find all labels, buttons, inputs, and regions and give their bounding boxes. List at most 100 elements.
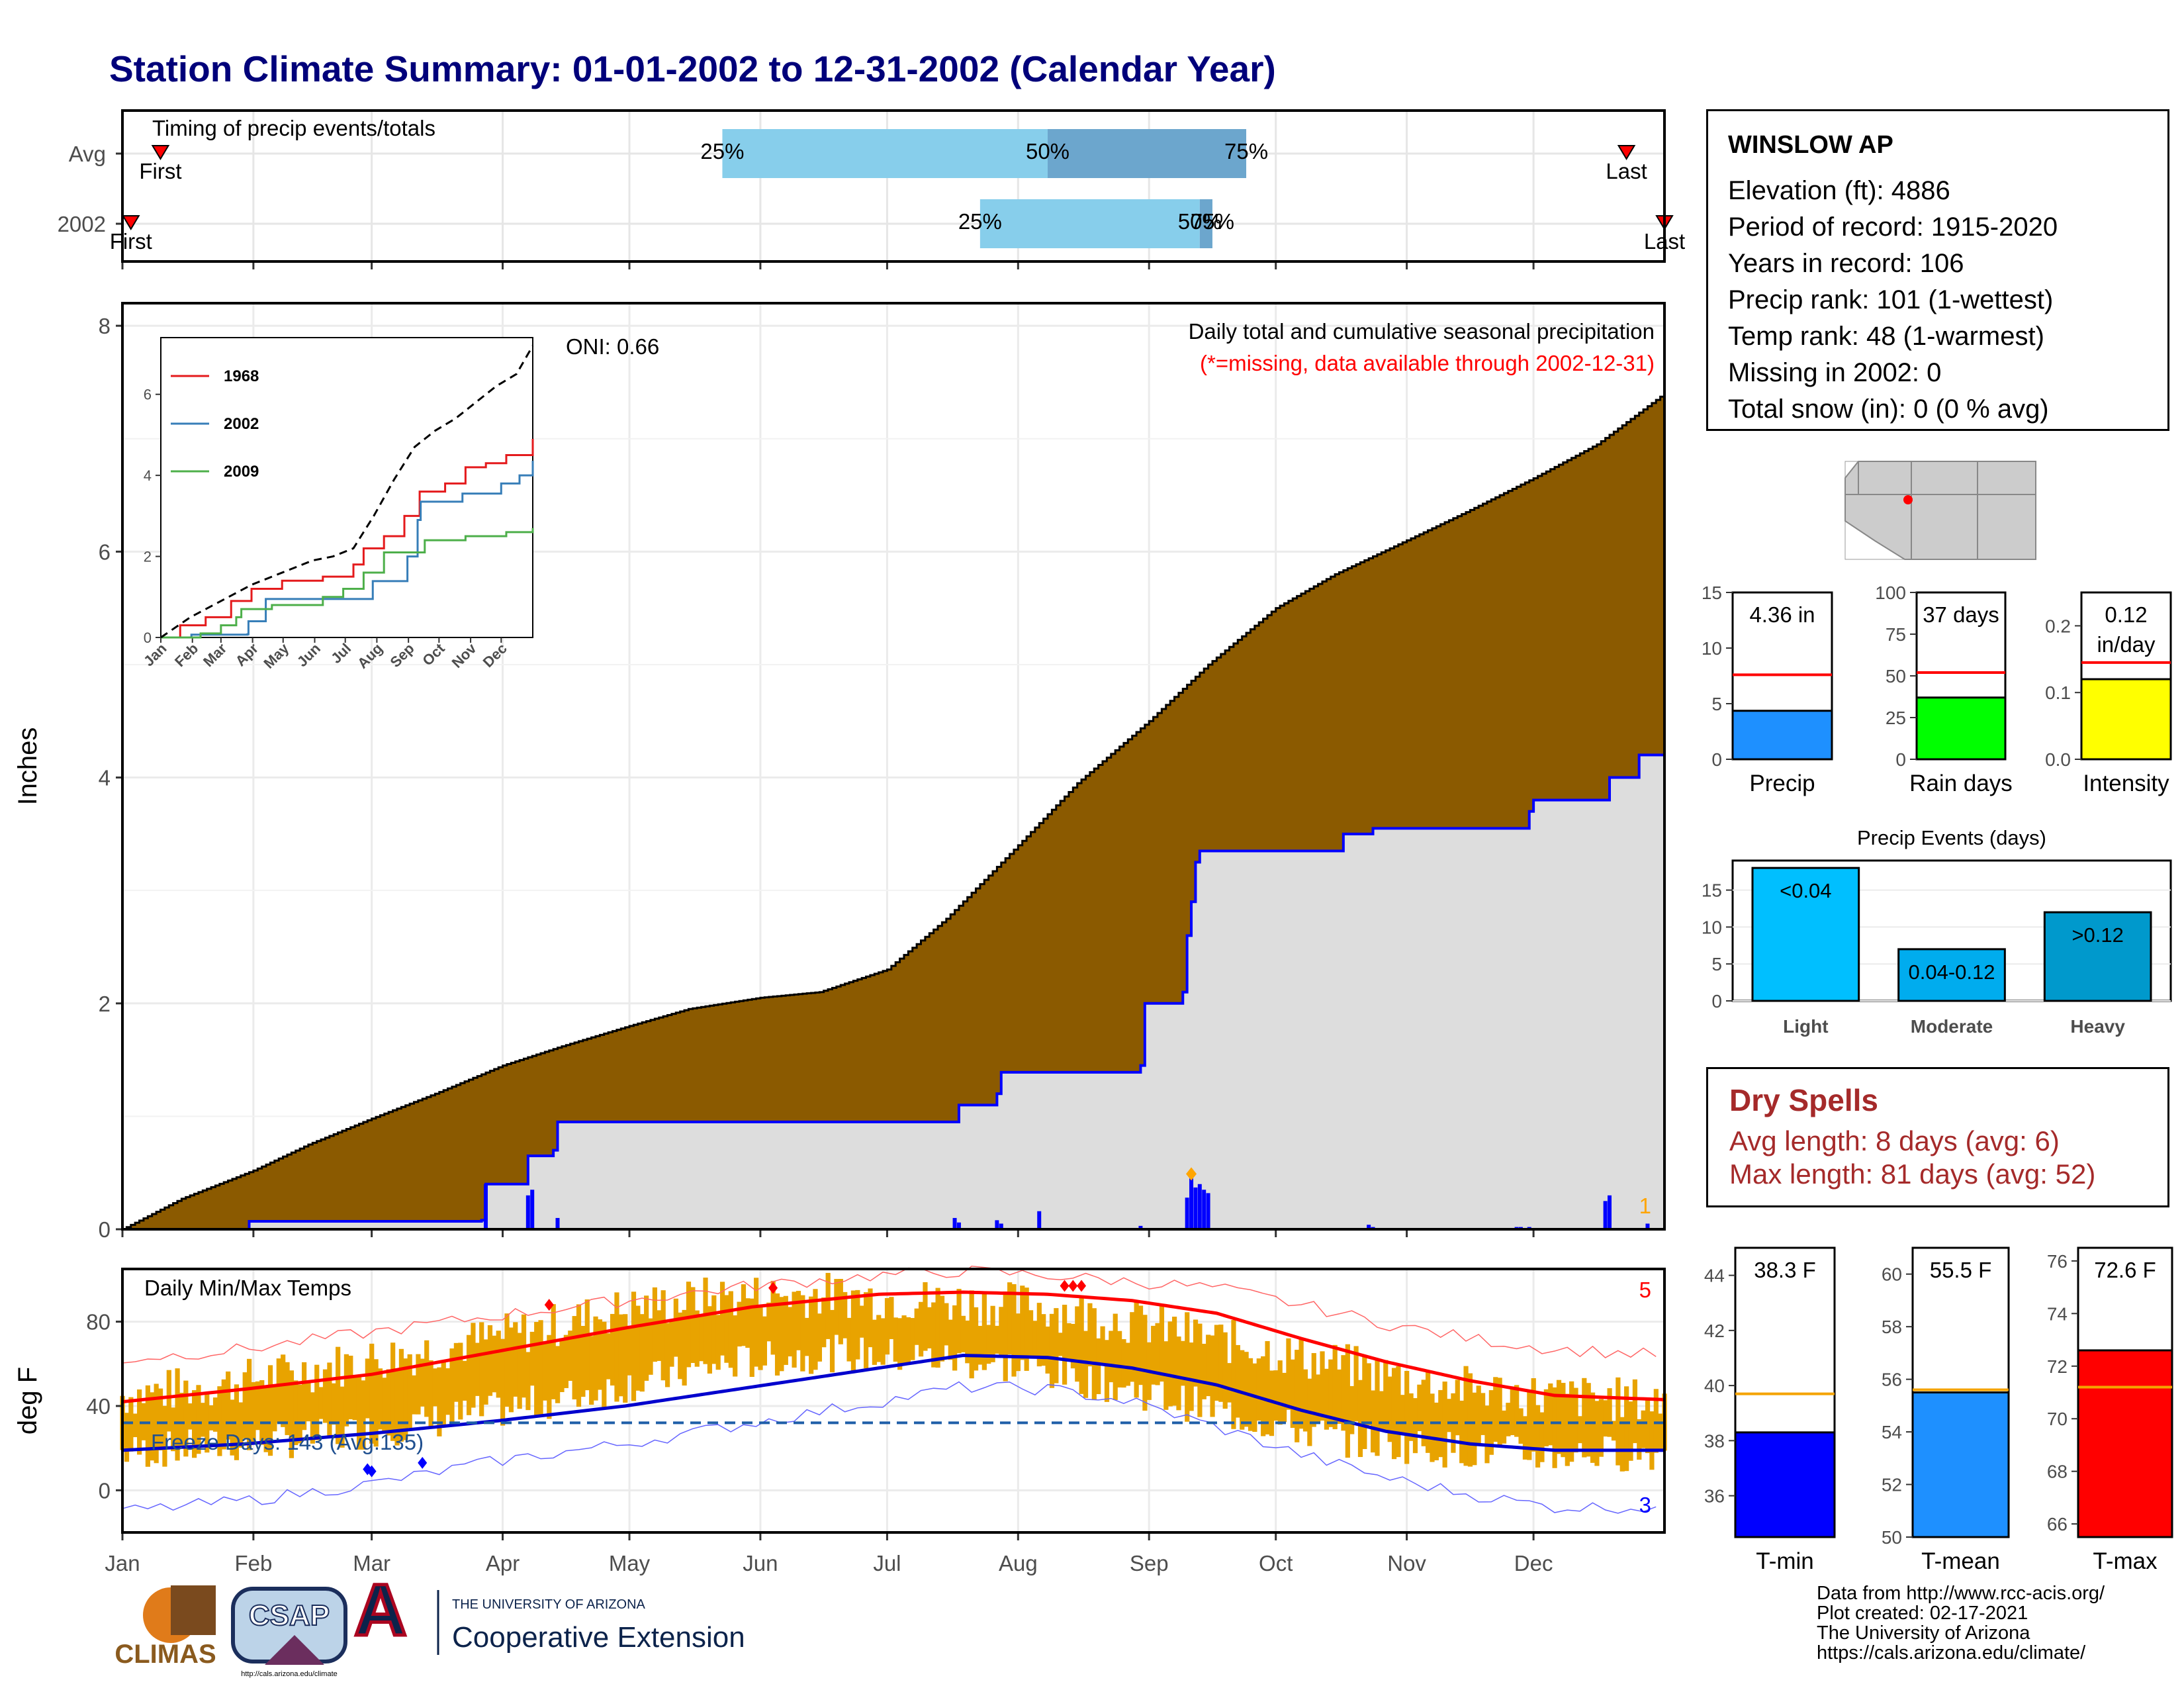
- daily-temp-bar: [1510, 1386, 1515, 1436]
- daily-temp-bar: [1336, 1369, 1342, 1424]
- daily-precip-bar: [1367, 1225, 1371, 1229]
- daily-temp-bar: [348, 1355, 353, 1420]
- daily-temp-bar: [420, 1358, 425, 1407]
- daily-temp-bar: [580, 1326, 586, 1397]
- station-precip-rank: Precip rank: 101 (1-wettest): [1728, 285, 2054, 314]
- heavy-event-marker: [1186, 1167, 1197, 1181]
- month-label: Sep: [1130, 1551, 1169, 1575]
- daily-temp-bar: [880, 1318, 886, 1365]
- daily-temp-bar: [1121, 1339, 1126, 1388]
- daily-precip-bar: [530, 1190, 535, 1229]
- timing-row-label: Avg: [69, 142, 106, 166]
- summary-rain-days-value-label: 37 days: [1923, 602, 1999, 627]
- daily-temp-bar: [1404, 1370, 1410, 1464]
- daily-temp-bar: [1201, 1343, 1206, 1399]
- daily-temp-bar: [1281, 1372, 1287, 1423]
- daily-temp-bar: [1594, 1401, 1600, 1466]
- daily-temp-bar: [1240, 1350, 1245, 1430]
- daily-temp-bar: [137, 1389, 142, 1455]
- credit-url: https://cals.arizona.edu/climate/: [1817, 1642, 2086, 1664]
- daily-temp-bar: [150, 1392, 155, 1461]
- daily-temp-bar: [741, 1284, 747, 1346]
- daily-temp-bar: [1459, 1400, 1465, 1464]
- daily-temp-bar: [1109, 1331, 1114, 1383]
- daily-temp-bar: [1070, 1323, 1076, 1369]
- summary-rain-days-axis-label: Rain days: [1909, 771, 2013, 796]
- daily-temp-bar: [1577, 1416, 1583, 1444]
- daily-temp-bar: [171, 1407, 176, 1452]
- temp-summary-t-min-bar: [1734, 1431, 1836, 1538]
- daily-temp-bar: [242, 1372, 248, 1438]
- daily-temp-bar: [834, 1279, 839, 1335]
- summary-intensity-y-tick-label: 0.0: [2045, 749, 2071, 770]
- record-low-marker: [367, 1465, 377, 1477]
- daily-temp-bar: [1316, 1374, 1321, 1423]
- inset-legend-label: 1968: [224, 367, 259, 385]
- daily-temp-bar: [792, 1291, 797, 1368]
- daily-temp-bar: [1476, 1385, 1481, 1446]
- daily-temp-bar: [1573, 1387, 1578, 1453]
- daily-temp-bar: [868, 1288, 873, 1348]
- daily-temp-bar: [724, 1295, 729, 1363]
- summary-intensity-y-tick-label: 0.2: [2045, 616, 2071, 636]
- station-period: Period of record: 1915-2020: [1728, 212, 2058, 242]
- daily-temp-bar: [593, 1316, 598, 1401]
- daily-temp-bar: [352, 1375, 357, 1421]
- locator-map-region: [1844, 461, 2036, 560]
- daily-temp-bar: [1539, 1412, 1545, 1462]
- daily-temp-bar: [703, 1278, 708, 1364]
- daily-temp-bar: [200, 1403, 205, 1437]
- inset-series-line: [161, 461, 534, 639]
- daily-temp-bar: [471, 1323, 476, 1408]
- daily-temp-bar: [475, 1342, 480, 1396]
- summary-intensity-axis-label: Intensity: [2083, 771, 2169, 796]
- timing-pct-label: 50%: [1178, 209, 1222, 234]
- summary-rain-days-y-tick-label: 100: [1875, 583, 1906, 603]
- daily-temp-bar: [1421, 1380, 1426, 1446]
- daily-temp-bar: [529, 1331, 535, 1386]
- daily-temp-bar: [162, 1405, 167, 1467]
- daily-temp-bar: [733, 1315, 738, 1377]
- daily-temp-bar: [1366, 1363, 1371, 1426]
- daily-temp-bar: [1619, 1417, 1625, 1472]
- daily-temp-bar: [1273, 1370, 1279, 1421]
- timing-title: Timing of precip events/totals: [152, 116, 435, 140]
- daily-temp-bar: [901, 1315, 907, 1363]
- daily-temp-bar: [301, 1362, 307, 1430]
- climas-logo-block: [171, 1585, 216, 1635]
- inset-series-line: [161, 528, 534, 639]
- daily-temp-bar: [1036, 1303, 1042, 1367]
- precip-y-tick-label: 4: [99, 766, 111, 790]
- month-label: Feb: [234, 1551, 272, 1575]
- daily-temp-bar: [686, 1282, 692, 1368]
- precip-events-y-tick-label: 5: [1711, 954, 1722, 974]
- daily-temp-bar: [458, 1342, 463, 1420]
- temp-summary-t-min-y-tick-label: 44: [1704, 1266, 1725, 1286]
- temp-y-tick-label: 0: [99, 1478, 111, 1503]
- summary-rain-days-y-tick-label: 0: [1895, 749, 1906, 770]
- csap-logo-url: http://cals.arizona.edu/climate: [241, 1670, 338, 1678]
- daily-temp-bar: [1235, 1344, 1240, 1418]
- daily-temp-bar: [1586, 1383, 1591, 1457]
- daily-temp-bar: [390, 1342, 396, 1441]
- daily-temp-bar: [538, 1320, 543, 1415]
- daily-temp-bar: [217, 1386, 222, 1456]
- daily-temp-bar: [1446, 1399, 1452, 1432]
- daily-temp-bar: [394, 1371, 400, 1446]
- daily-temp-bar: [660, 1290, 666, 1381]
- inset-series-line: [161, 439, 534, 639]
- daily-temp-bar: [1193, 1319, 1199, 1387]
- precip-events-category-label: Light: [1783, 1016, 1828, 1037]
- daily-temp-bar: [1480, 1393, 1486, 1435]
- daily-precip-bar: [1185, 1197, 1189, 1229]
- dry-spells-box: Dry Spells Avg length: 8 days (avg: 6) M…: [1706, 1067, 2169, 1207]
- daily-temp-bar: [508, 1327, 514, 1413]
- first-marker: [122, 215, 140, 230]
- daily-temp-bar: [1185, 1312, 1190, 1422]
- daily-temp-bar: [1100, 1326, 1105, 1364]
- daily-temp-bar: [1653, 1389, 1659, 1453]
- record-high-marker: [1068, 1280, 1078, 1292]
- daily-temp-bar: [205, 1393, 210, 1453]
- daily-temp-bar: [1548, 1383, 1553, 1446]
- daily-temp-bar: [788, 1307, 793, 1357]
